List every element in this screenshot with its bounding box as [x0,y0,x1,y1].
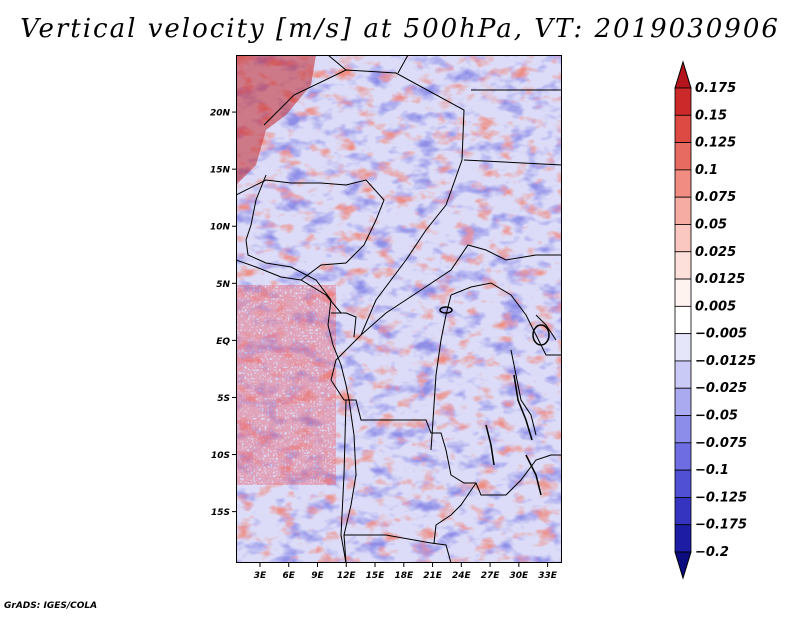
colorbar-box [674,415,692,444]
colorbar-max-arrow [674,60,692,89]
colorbar-label: −0.075 [695,436,747,451]
colorbar-box [674,387,692,416]
colorbar-label: −0.005 [695,327,747,342]
colorbar-label: 0.175 [695,81,736,96]
coastline [245,174,357,563]
colorbar-label: 0.05 [695,217,727,232]
colorbar-box [674,442,692,471]
colorbar-label: −0.125 [695,490,747,505]
field-speckle-gulf [236,285,336,485]
colorbar-label: −0.2 [695,545,729,560]
colorbar-box [674,469,692,498]
colorbar-label: 0.075 [695,190,736,205]
colorbar-label: 0.0125 [695,272,745,287]
map-panel [236,55,562,563]
colorbar-box [674,224,692,253]
colorbar-label: −0.05 [695,409,738,424]
colorbar-label: −0.175 [695,518,747,533]
colorbar-box [674,87,692,116]
colorbar-box [674,305,692,335]
colorbar-label: 0.125 [695,136,736,151]
colorbar-box [674,169,692,198]
map-title: Vertical velocity [m/s] at 500hPa, VT: 2… [20,14,780,44]
lakes [439,306,550,496]
colorbar-label: 0.1 [695,163,718,178]
strong-ascent-patch [236,55,316,185]
colorbar-box [674,360,692,389]
colorbar-label: −0.025 [695,381,747,396]
colorbar-labels: 0.175 0.15 0.125 0.1 0.075 0.05 0.025 0.0125 0.0… [695,81,756,560]
grads-credit: GrADS: IGES/COLA [4,601,98,611]
colorbar-boxes [674,60,692,580]
colorbar-box [674,524,692,553]
colorbar-box [674,278,692,307]
colorbar-label: −0.1 [695,463,729,478]
colorbar-box [674,251,692,280]
colorbar-box [674,114,692,143]
colorbar-label: −0.0125 [695,354,756,369]
colorbar-min-arrow [674,551,692,580]
colorbar-box [674,333,692,362]
colorbar-label: 0.15 [695,108,727,123]
colorbar-box [674,497,692,526]
colorbar-box [674,196,692,225]
colorbar-label: 0.025 [695,245,736,260]
colorbar-label: 0.005 [695,299,736,314]
colorbar-box [674,142,692,171]
country-borders [236,55,562,563]
map-border [236,55,562,563]
